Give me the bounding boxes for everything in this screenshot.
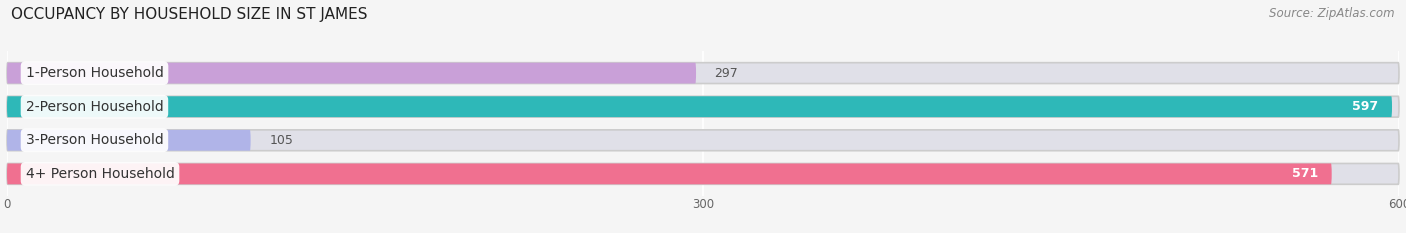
Text: 597: 597	[1353, 100, 1378, 113]
FancyBboxPatch shape	[7, 130, 1399, 151]
Text: 4+ Person Household: 4+ Person Household	[25, 167, 174, 181]
Text: Source: ZipAtlas.com: Source: ZipAtlas.com	[1270, 7, 1395, 20]
FancyBboxPatch shape	[7, 63, 1399, 83]
Text: 3-Person Household: 3-Person Household	[25, 133, 163, 147]
Text: 2-Person Household: 2-Person Household	[25, 100, 163, 114]
FancyBboxPatch shape	[7, 63, 696, 83]
Text: 571: 571	[1292, 167, 1317, 180]
Text: OCCUPANCY BY HOUSEHOLD SIZE IN ST JAMES: OCCUPANCY BY HOUSEHOLD SIZE IN ST JAMES	[11, 7, 368, 22]
FancyBboxPatch shape	[7, 164, 1331, 184]
FancyBboxPatch shape	[7, 96, 1399, 117]
FancyBboxPatch shape	[7, 130, 250, 151]
Text: 1-Person Household: 1-Person Household	[25, 66, 163, 80]
Text: 297: 297	[714, 67, 738, 80]
FancyBboxPatch shape	[7, 164, 1399, 184]
FancyBboxPatch shape	[7, 96, 1392, 117]
Text: 105: 105	[269, 134, 292, 147]
